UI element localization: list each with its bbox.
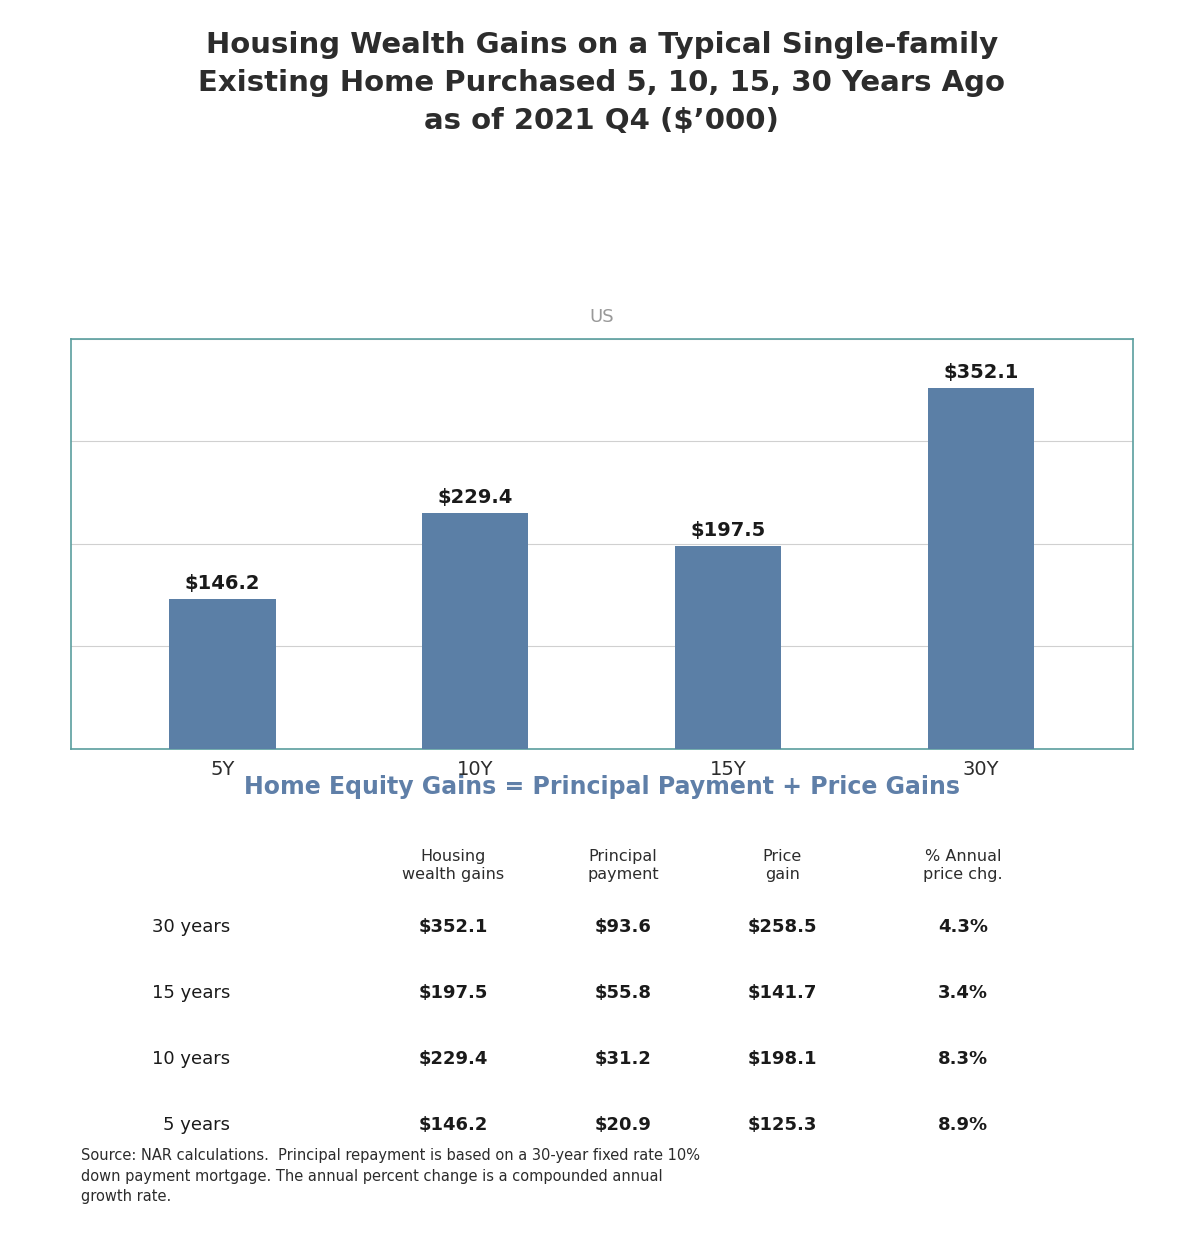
Text: $146.2: $146.2	[185, 574, 261, 593]
Bar	[170, 599, 276, 749]
Text: Home Equity Gains = Principal Payment + Price Gains: Home Equity Gains = Principal Payment + …	[244, 775, 959, 799]
Text: $125.3: $125.3	[748, 1115, 817, 1133]
Text: Housing
wealth gains: Housing wealth gains	[402, 849, 504, 882]
Text: Principal
payment: Principal payment	[588, 849, 658, 882]
Text: 30 years: 30 years	[152, 918, 230, 936]
Text: Housing Wealth Gains on a Typical Single-family
Existing Home Purchased 5, 10, 1: Housing Wealth Gains on a Typical Single…	[198, 31, 1005, 136]
Text: $352.1: $352.1	[419, 918, 487, 936]
Text: 8.9%: 8.9%	[938, 1115, 988, 1133]
Text: $141.7: $141.7	[748, 983, 817, 1002]
Text: US: US	[590, 308, 614, 327]
Text: $55.8: $55.8	[595, 983, 651, 1002]
Bar	[927, 388, 1034, 749]
Text: 5 years: 5 years	[163, 1115, 230, 1133]
Bar	[675, 546, 781, 749]
Text: $146.2: $146.2	[419, 1115, 487, 1133]
Text: $229.4: $229.4	[419, 1050, 487, 1068]
Text: $31.2: $31.2	[595, 1050, 651, 1068]
Bar	[422, 514, 529, 749]
Text: $352.1: $352.1	[943, 363, 1018, 382]
Text: 10 years: 10 years	[152, 1050, 230, 1068]
Text: % Annual
price chg.: % Annual price chg.	[923, 849, 1003, 882]
Text: $198.1: $198.1	[748, 1050, 817, 1068]
Text: 4.3%: 4.3%	[938, 918, 988, 936]
Text: 3.4%: 3.4%	[938, 983, 988, 1002]
Text: $197.5: $197.5	[690, 521, 766, 540]
Text: 8.3%: 8.3%	[938, 1050, 988, 1068]
Text: $258.5: $258.5	[748, 918, 817, 936]
Text: $93.6: $93.6	[595, 918, 651, 936]
Text: $229.4: $229.4	[438, 489, 513, 507]
Text: Price
gain: Price gain	[762, 849, 802, 882]
Text: $20.9: $20.9	[595, 1115, 651, 1133]
Text: 15 years: 15 years	[152, 983, 230, 1002]
Text: Source: NAR calculations.  Principal repayment is based on a 30-year fixed rate : Source: NAR calculations. Principal repa…	[81, 1148, 701, 1205]
Text: $197.5: $197.5	[419, 983, 487, 1002]
